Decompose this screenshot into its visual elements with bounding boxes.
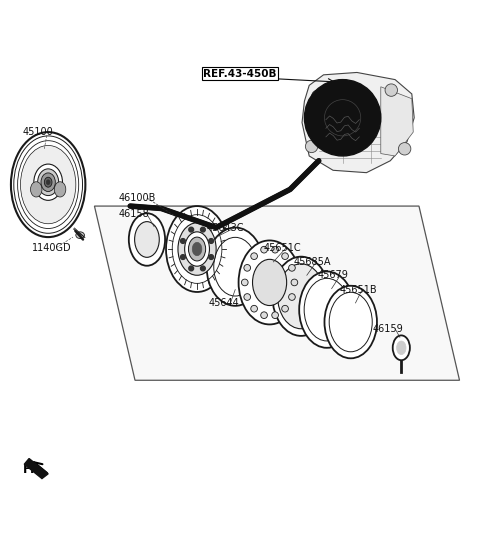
Ellipse shape [192,242,202,256]
Circle shape [244,265,251,271]
Ellipse shape [31,182,42,197]
Circle shape [385,84,397,96]
Ellipse shape [41,173,55,192]
Polygon shape [381,87,413,156]
Text: 46100B: 46100B [118,193,156,203]
Text: 45679: 45679 [317,270,348,280]
Text: 45685A: 45685A [293,257,331,267]
Ellipse shape [34,164,62,200]
Text: 46159: 46159 [372,324,403,334]
Circle shape [209,255,214,260]
Circle shape [272,246,278,253]
Ellipse shape [166,206,228,292]
Ellipse shape [54,182,66,197]
Ellipse shape [178,223,216,275]
Circle shape [189,227,193,232]
Ellipse shape [11,132,85,237]
Ellipse shape [324,286,377,358]
Ellipse shape [239,240,300,325]
Ellipse shape [273,256,330,336]
Text: 45644: 45644 [209,298,240,308]
Text: 45651B: 45651B [339,285,377,295]
Ellipse shape [46,180,50,184]
Ellipse shape [393,335,410,360]
Circle shape [180,255,185,260]
Ellipse shape [129,213,165,266]
Polygon shape [95,206,459,380]
Circle shape [398,143,411,155]
Text: 1140GD: 1140GD [33,242,72,253]
Ellipse shape [185,232,209,266]
Ellipse shape [44,177,52,187]
Text: 45100: 45100 [23,127,54,137]
Ellipse shape [76,232,84,239]
Circle shape [189,266,193,271]
Polygon shape [302,72,414,173]
Ellipse shape [206,228,264,306]
Ellipse shape [299,272,355,348]
Circle shape [251,253,257,260]
Text: 45651C: 45651C [264,242,301,253]
Polygon shape [24,459,48,479]
Circle shape [305,140,318,153]
Circle shape [291,279,298,286]
Ellipse shape [396,341,406,355]
Circle shape [288,265,295,271]
Circle shape [261,312,267,319]
Circle shape [244,294,251,300]
Circle shape [312,90,324,102]
Text: 45643C: 45643C [206,222,244,233]
Ellipse shape [189,237,205,261]
Text: REF.43-450B: REF.43-450B [203,69,277,79]
Ellipse shape [277,264,324,329]
Circle shape [251,305,257,312]
Circle shape [209,239,214,243]
Circle shape [282,253,288,260]
Circle shape [288,294,295,300]
Ellipse shape [134,222,159,258]
Ellipse shape [21,146,76,224]
Circle shape [241,279,248,286]
Circle shape [261,246,267,253]
Circle shape [272,312,278,319]
Circle shape [201,227,205,232]
Circle shape [304,80,381,156]
Circle shape [180,239,185,243]
Circle shape [282,305,288,312]
Ellipse shape [252,259,287,306]
Ellipse shape [37,169,59,196]
Circle shape [201,266,205,271]
Text: 46158: 46158 [118,209,149,219]
Text: FR.: FR. [23,463,45,476]
